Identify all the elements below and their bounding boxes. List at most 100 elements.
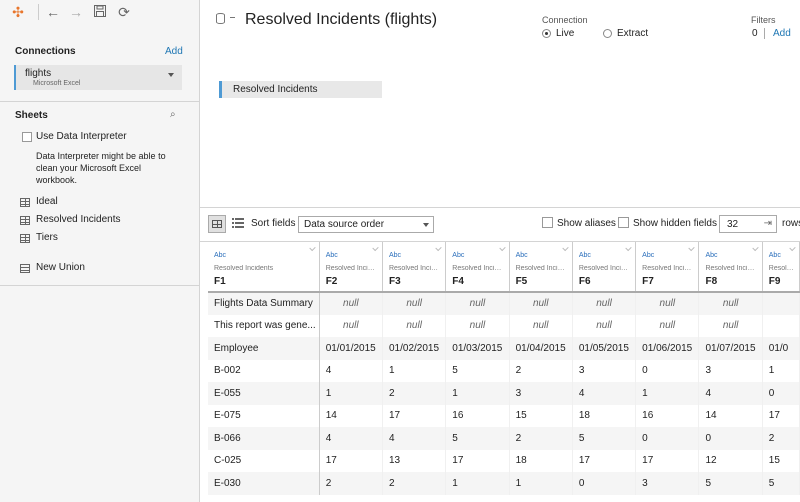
column-menu-chevron-icon[interactable] [789,244,796,252]
table-cell: 2 [762,427,800,450]
column-menu-chevron-icon[interactable] [309,244,316,252]
datasource-menu-icon[interactable] [230,17,235,18]
column-source: Resolved Incide... [578,265,632,272]
column-menu-chevron-icon[interactable] [625,244,632,252]
list-view-button[interactable] [232,217,244,229]
table-cell: 1 [382,359,447,382]
table-cell: null [509,292,573,315]
new-union-item[interactable]: New Union [20,262,190,276]
string-type-icon[interactable]: Abc [578,252,591,259]
toolbar-divider [38,4,39,20]
table-cell: 17 [445,449,510,472]
table-row: B-002 4 1 5 2 3 0 3 1 [208,359,800,382]
table-cell: 4 [319,427,383,450]
column-header-f3[interactable]: Abc Resolved Incide... F3 [382,242,447,293]
table-cell: 1 [762,359,800,382]
table-row: Flights Data Summary null null null null null… [208,292,800,315]
column-menu-chevron-icon[interactable] [752,244,759,252]
grid-view-button[interactable] [208,215,226,233]
column-menu-chevron-icon[interactable] [498,244,506,252]
add-filter-link[interactable]: Add [773,28,791,39]
table-cell: null [572,292,637,315]
string-type-icon[interactable]: Abc [325,252,338,259]
datasource-cylinder-icon [216,13,225,24]
sort-fields-select[interactable]: Data source order [298,216,434,233]
column-header-f8[interactable]: Abc Resolved Incide... F8 [698,242,763,293]
sheet-label: Resolved Incidents [36,214,121,225]
add-connection-link[interactable]: Add [165,46,183,57]
column-source: Resolved Incide... [642,265,695,272]
data-interpreter-description: Data Interpreter might be able to clean … [36,151,166,185]
column-name[interactable]: F5 [515,276,528,287]
refresh-icon[interactable]: ⟳ [118,4,130,20]
sheet-item-ideal[interactable]: Ideal [20,196,190,210]
column-source: Resolved Incidents [214,265,274,272]
column-header-f6[interactable]: Abc Resolved Incide... F6 [572,242,637,293]
column-name[interactable]: F4 [452,276,464,287]
tableau-logo-icon[interactable]: ✣ [12,4,24,20]
table-cell: 2 [319,472,383,495]
string-type-icon[interactable]: Abc [642,252,655,259]
column-source: Resolved Incide... [768,265,795,272]
sheet-item-tiers[interactable]: Tiers [20,232,190,246]
table-cell: 3 [698,359,763,382]
column-header-f4[interactable]: Abc Resolved Incide... F4 [445,242,510,293]
column-header-f5[interactable]: Abc Resolved Incide... F5 [509,242,573,293]
table-cell: 1 [445,472,510,495]
string-type-icon[interactable]: Abc [214,252,227,259]
column-name[interactable]: F3 [388,276,401,287]
column-menu-chevron-icon[interactable] [688,244,696,252]
column-name[interactable]: F7 [642,276,654,287]
table-cell: 01/07/2015 [698,337,763,360]
table-cell: This report was gene... [208,314,320,337]
string-type-icon[interactable]: Abc [705,252,718,259]
column-header-f7[interactable]: Abc Resolved Incide... F7 [635,242,700,293]
connection-menu-chevron-icon[interactable] [168,73,174,77]
column-menu-chevron-icon[interactable] [372,244,379,252]
list-view-icon [232,218,244,220]
table-cell: B-002 [208,359,320,382]
forward-icon[interactable]: → [69,4,83,20]
string-type-icon[interactable]: Abc [515,252,528,259]
column-menu-chevron-icon[interactable] [562,244,569,252]
column-menu-chevron-icon[interactable] [435,244,442,252]
rows-count-input[interactable]: 32 ⇥ [719,215,777,233]
table-cell: 01/04/2015 [509,337,573,360]
column-name[interactable]: F6 [578,276,591,287]
table-cell: 0 [762,382,800,405]
datasource-title[interactable]: Resolved Incidents (flights) [245,11,438,28]
column-name[interactable]: F1 [214,276,226,287]
table-cell: null [698,314,763,337]
column-header-f2[interactable]: Abc Resolved Incide... F2 [319,242,383,293]
column-name[interactable]: F9 [768,276,781,287]
show-hidden-fields-label: Show hidden fields [633,218,717,229]
sheet-item-resolved-incidents[interactable]: Resolved Incidents [20,214,190,228]
use-data-interpreter-checkbox[interactable] [22,132,32,142]
table-cell: 3 [635,472,700,495]
table-cell: E-055 [208,382,320,405]
save-icon[interactable] [92,4,108,20]
table-cell: 13 [382,449,447,472]
string-type-icon[interactable]: Abc [768,252,781,259]
table-cell: Employee [208,337,320,360]
column-name[interactable]: F2 [325,276,338,287]
column-header-f1[interactable]: Abc Resolved Incidents F1 [208,242,320,293]
sort-fields-label: Sort fields [251,218,296,229]
column-header-f9[interactable]: Abc Resolved Incide... F9 [762,242,800,293]
column-name[interactable]: F8 [705,276,718,287]
live-radio[interactable] [542,29,551,38]
table-cell: null [319,292,383,315]
table-cell: 5 [762,472,800,495]
back-icon[interactable]: ← [46,4,60,20]
extract-radio[interactable] [603,29,612,38]
table-cell: E-075 [208,404,320,427]
arrow-right-icon[interactable]: ⇥ [763,218,772,229]
string-type-icon[interactable]: Abc [388,252,402,259]
table-cell: 01/06/2015 [635,337,700,360]
canvas-table-resolved-incidents[interactable]: Resolved Incidents [219,81,382,98]
string-type-icon[interactable]: Abc [452,252,465,259]
connection-item-flights[interactable]: flights Microsoft Excel [14,65,182,90]
show-hidden-fields-checkbox[interactable] [618,217,629,228]
show-aliases-checkbox[interactable] [542,217,553,228]
sheets-search-icon[interactable]: ⌕ [170,109,176,120]
